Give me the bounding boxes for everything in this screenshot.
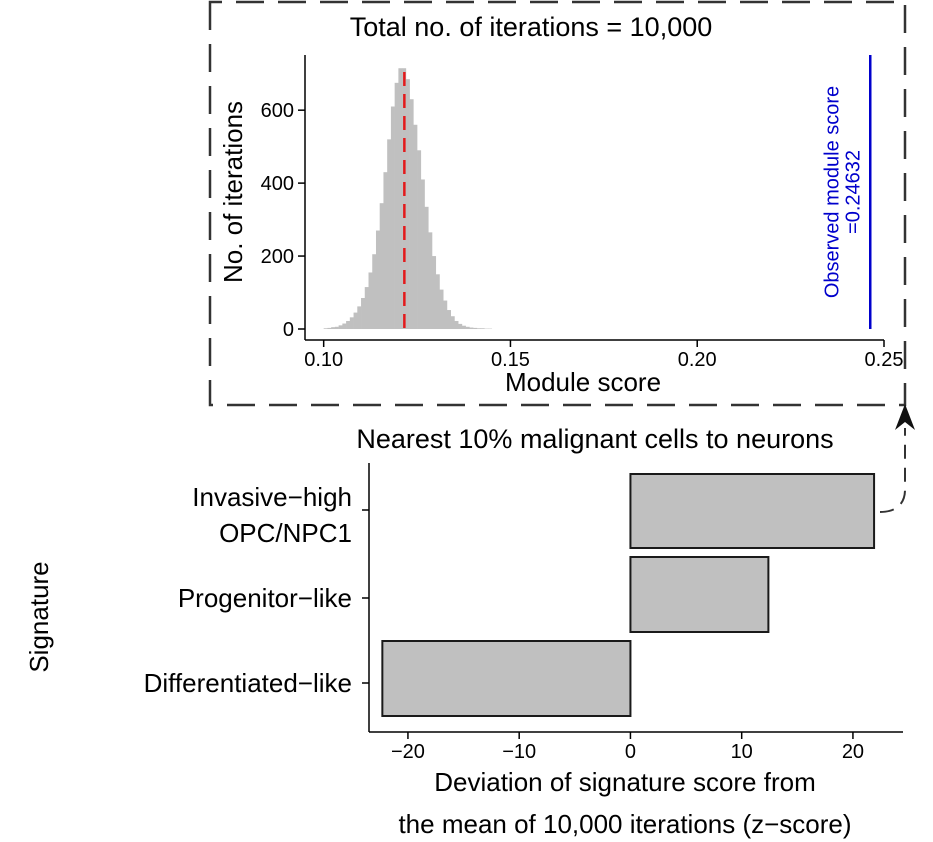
histogram-bar	[428, 232, 433, 329]
histogram-bar	[439, 289, 444, 329]
histogram-bar	[458, 323, 463, 329]
histogram-bar	[405, 79, 410, 329]
callout-arrowhead-icon	[895, 404, 915, 430]
histogram-bar	[398, 68, 403, 330]
histogram-bar	[465, 326, 470, 329]
bar-panel: Nearest 10% malignant cells to neurons I…	[24, 424, 903, 839]
bar-signature-2	[629, 556, 770, 633]
histogram-bar	[361, 297, 366, 329]
bar-chart-x-tick-label: 0	[625, 741, 636, 763]
histogram-panel: Total no. of iterations = 10,000 0.10 0.1…	[218, 12, 903, 397]
bar-signature-3	[381, 640, 632, 717]
histogram-bar	[346, 320, 351, 329]
bar-chart-x-tick-label: −20	[391, 741, 425, 763]
histogram-bar	[443, 300, 448, 329]
histogram-bar	[424, 206, 429, 329]
callout-connector	[879, 428, 906, 513]
histogram-x-axis-label: Module score	[505, 367, 661, 397]
histogram-y-tick-label: 200	[261, 246, 294, 268]
bar-chart-x-tick-label: 10	[731, 741, 753, 763]
histogram-x-tick-label: 0.15	[491, 349, 530, 371]
histogram-bar	[432, 256, 437, 329]
histogram-axes: 0.10 0.15 0.20 0.25 0 200 400 600	[261, 55, 904, 371]
histogram-bar	[420, 179, 425, 329]
histogram-bar	[334, 326, 339, 329]
histogram-bar	[357, 306, 362, 329]
histogram-bar	[375, 230, 381, 329]
bar-chart-x-tick-label: 20	[842, 741, 864, 763]
histogram-bar	[383, 172, 388, 329]
histogram-bar	[402, 68, 407, 330]
histogram-bar	[394, 82, 399, 329]
histogram-bar	[372, 254, 377, 329]
histogram-bar	[368, 272, 373, 329]
histogram-bar	[327, 327, 332, 329]
bar-category-label: Differentiated−like	[144, 668, 352, 698]
bar-category-label-line2: OPC/NPC1	[219, 518, 352, 548]
histogram-y-tick-label: 0	[283, 319, 294, 341]
histogram-bar	[379, 203, 384, 329]
histogram-x-tick-label: 0.20	[678, 349, 717, 371]
histogram-bar	[353, 312, 358, 329]
bar-signature-1	[629, 473, 876, 549]
bar-chart-bars	[381, 473, 876, 717]
histogram-bar	[435, 274, 440, 329]
bar-chart-axes: Invasive−high OPC/NPC1 Progenitor−like Diff…	[144, 482, 864, 763]
histogram-bar	[364, 287, 369, 329]
histogram-x-tick-label: 0.10	[304, 349, 343, 371]
bar-category-label: Invasive−high	[192, 482, 352, 512]
histogram-x-tick-label: 0.25	[865, 349, 904, 371]
histogram-bar	[349, 317, 354, 329]
histogram-bar	[409, 99, 414, 329]
histogram-y-tick-label: 600	[261, 100, 294, 122]
bar-chart-x-tick-label: −10	[502, 741, 536, 763]
histogram-bar	[476, 328, 481, 329]
histogram-bar	[461, 325, 466, 329]
callout-dashed-box	[208, 0, 907, 407]
histogram-bar	[387, 139, 392, 329]
bar-chart-y-axis-label: Signature	[24, 561, 54, 672]
histogram-bar	[413, 124, 418, 329]
bar-chart-x-axis-label-line2: the mean of 10,000 iterations (z−score)	[398, 809, 851, 839]
histogram-bars	[323, 68, 493, 330]
histogram-bar	[342, 323, 347, 329]
bar-category-label: Progenitor−like	[178, 583, 352, 613]
histogram-bar	[390, 106, 395, 329]
histogram-bar	[417, 150, 422, 329]
bar-chart-x-axis-label-line1: Deviation of signature score from	[434, 767, 816, 797]
observed-score-label: Observed module score =0.24632	[821, 86, 864, 298]
histogram-bar	[331, 327, 336, 329]
histogram-bar	[323, 328, 328, 329]
observed-score-label-line1: Observed module score	[821, 86, 843, 298]
histogram-bar	[454, 320, 459, 329]
histogram-bar	[480, 328, 485, 329]
histogram-bar	[446, 310, 451, 329]
histogram-bar	[473, 327, 478, 329]
observed-score-label-line2: =0.24632	[842, 150, 864, 234]
histogram-y-tick-label: 400	[261, 173, 294, 195]
histogram-title: Total no. of iterations = 10,000	[350, 12, 713, 42]
histogram-y-axis-label: No. of iterations	[218, 101, 248, 283]
bar-chart-title: Nearest 10% malignant cells to neurons	[356, 424, 833, 454]
histogram-bar	[338, 325, 343, 329]
histogram-bar	[450, 316, 455, 329]
histogram-bar	[469, 327, 474, 329]
